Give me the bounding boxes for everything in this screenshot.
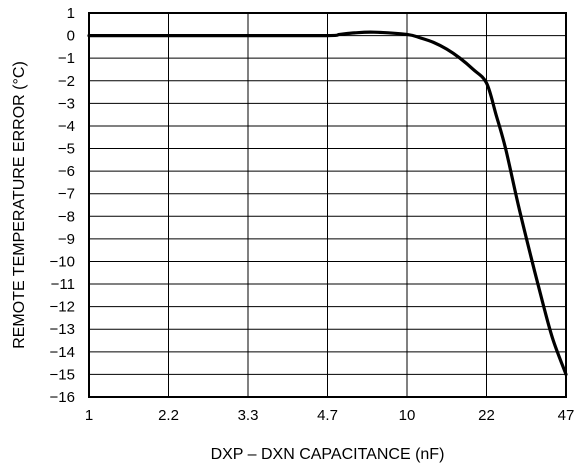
x-tick-label: 10 xyxy=(399,407,416,424)
grid-lines xyxy=(89,13,566,397)
x-tick-label: 2.2 xyxy=(158,407,179,424)
y-tick-label: −9 xyxy=(58,231,75,248)
y-tick-label: −7 xyxy=(58,186,75,203)
plot-frame xyxy=(88,12,567,398)
y-tick-label: 0 xyxy=(67,28,75,45)
y-tick-label: −5 xyxy=(58,141,75,158)
y-tick-label: −2 xyxy=(58,73,75,90)
y-tick-label: −8 xyxy=(58,208,75,225)
y-tick-label: −15 xyxy=(50,366,75,383)
y-tick-label: −10 xyxy=(50,253,75,270)
y-tick-label: −6 xyxy=(58,163,75,180)
y-tick-label: −12 xyxy=(50,299,75,316)
y-tick-label: −13 xyxy=(50,321,75,338)
y-tick-label: −4 xyxy=(58,118,75,135)
x-tick-label: 1 xyxy=(85,407,93,424)
y-axis-title: REMOTE TEMPERATURE ERROR (°C) xyxy=(11,61,28,349)
x-tick-label: 47 xyxy=(558,407,575,424)
x-tick-label: 22 xyxy=(478,407,495,424)
x-tick-label: 3.3 xyxy=(238,407,259,424)
y-tick-label: −1 xyxy=(58,50,75,67)
y-tick-label: 1 xyxy=(67,5,75,22)
y-tick-label: −3 xyxy=(58,95,75,112)
x-axis-title: DXP – DXN CAPACITANCE (nF) xyxy=(211,446,445,463)
x-tick-label: 4.7 xyxy=(317,407,338,424)
series-line xyxy=(87,30,568,377)
y-tick-label: −11 xyxy=(51,276,75,293)
y-tick-labels: 1 0 −1 −2 −3 −4 −5 −6 −7 −8 −9 −10 −11 −12 −13 −14 −15 −1… xyxy=(50,5,75,406)
y-tick-label: −16 xyxy=(50,389,75,406)
y-tick-label: −14 xyxy=(50,344,75,361)
x-tick-labels: 1 2.2 3.3 4.7 10 22 47 xyxy=(85,407,575,424)
